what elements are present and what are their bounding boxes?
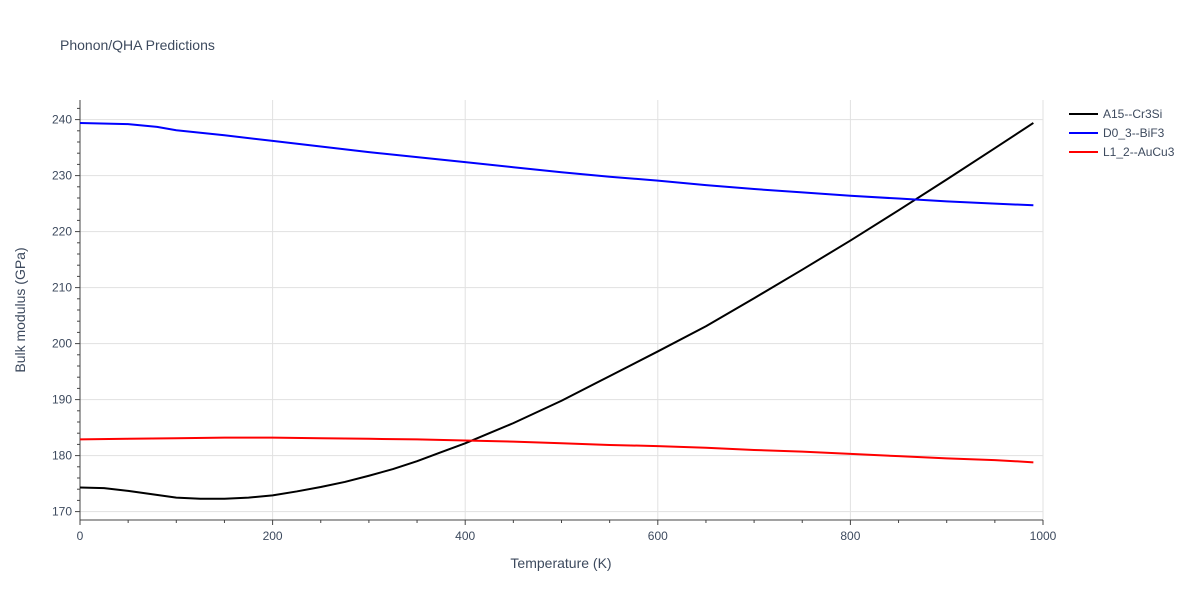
y-tick-label: 210 (52, 281, 72, 295)
x-tick-label: 0 (77, 529, 84, 543)
x-tick-label: 400 (455, 529, 475, 543)
series-line-d0-3-bif3 (79, 121, 1034, 207)
legend-item[interactable]: L1_2--AuCu3 (1069, 145, 1175, 159)
x-axis-title: Temperature (K) (510, 555, 611, 571)
y-tick-label: 220 (52, 225, 72, 239)
y-tick-label: 240 (52, 113, 72, 127)
legend-item[interactable]: A15--Cr3Si (1069, 107, 1162, 121)
legend-label: A15--Cr3Si (1103, 107, 1162, 121)
y-tick-label: 170 (52, 505, 72, 519)
x-tick-label: 600 (648, 529, 668, 543)
series-group (79, 121, 1034, 500)
chart-title: Phonon/QHA Predictions (60, 37, 215, 53)
y-tick-label: 180 (52, 449, 72, 463)
y-axis-title: Bulk modulus (GPa) (12, 247, 28, 372)
legend-label: D0_3--BiF3 (1103, 126, 1165, 140)
legend-label: L1_2--AuCu3 (1103, 145, 1175, 159)
series-line-a15-cr3si (79, 122, 1034, 500)
legend-item[interactable]: D0_3--BiF3 (1069, 126, 1165, 140)
y-tick-label: 190 (52, 393, 72, 407)
x-tick-label: 1000 (1030, 529, 1057, 543)
y-tick-label: 200 (52, 337, 72, 351)
axes (75, 100, 1044, 525)
y-tick-label: 230 (52, 169, 72, 183)
legend: A15--Cr3Si D0_3--BiF3 L1_2--AuCu3 (1069, 107, 1175, 159)
tick-labels: 0 200 400 600 800 1000 170 180 190 200 210 220 230 24… (52, 113, 1057, 543)
x-tick-label: 200 (263, 529, 283, 543)
x-tick-label: 800 (840, 529, 860, 543)
grid (80, 100, 1044, 520)
series-line-l1-2-aucu3 (79, 436, 1034, 464)
